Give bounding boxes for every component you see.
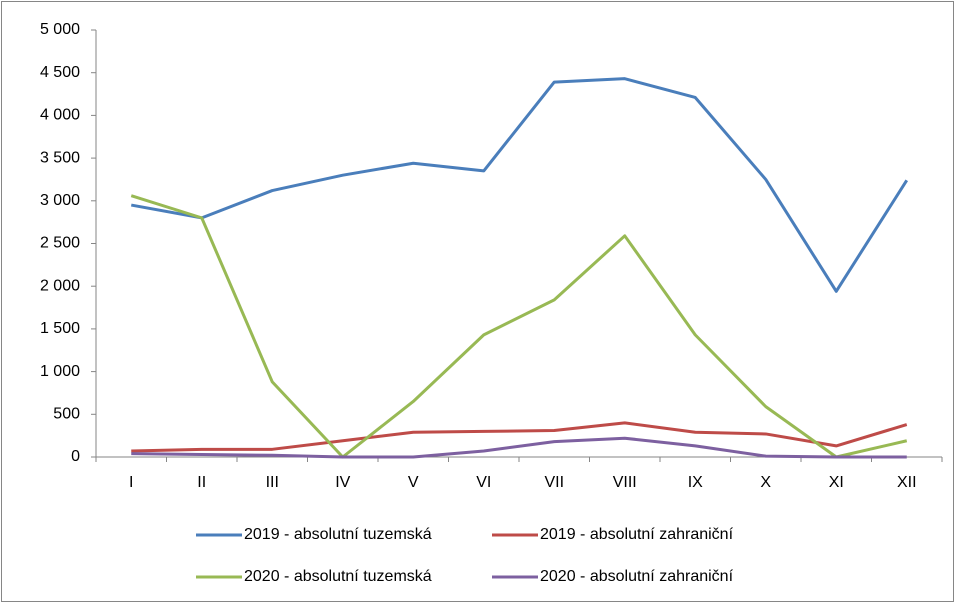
y-tick-label: 3 000 [40, 192, 80, 209]
y-tick-label: 0 [71, 448, 80, 465]
y-tick-label: 1 500 [40, 320, 80, 337]
y-tick-label: 4 500 [40, 64, 80, 81]
x-tick-label: I [129, 474, 133, 491]
legend-label: 2020 - absolutní zahraniční [540, 568, 734, 585]
x-tick-label: XI [829, 474, 844, 491]
legend-label: 2020 - absolutní tuzemská [244, 568, 432, 585]
y-tick-label: 5 000 [40, 21, 80, 38]
x-tick-label: XII [897, 474, 917, 491]
series-line [131, 421, 908, 453]
y-tick-label: 1 000 [40, 363, 80, 380]
y-tick-label: 3 500 [40, 149, 80, 166]
y-tick-label: 500 [53, 406, 80, 423]
series-line [130, 194, 908, 459]
x-tick-label: V [408, 474, 419, 491]
x-tick-label: VII [544, 474, 564, 491]
series-line [131, 436, 907, 459]
x-tick-label: X [760, 474, 771, 491]
x-tick-label: III [266, 474, 279, 491]
legend-label: 2019 - absolutní tuzemská [244, 526, 432, 543]
x-tick-label: IX [688, 474, 703, 491]
y-tick-label: 2 500 [40, 235, 80, 252]
series-line [130, 77, 909, 293]
y-tick-label: 2 000 [40, 277, 80, 294]
x-tick-label: IV [335, 474, 350, 491]
x-tick-label: VIII [613, 474, 637, 491]
x-tick-label: II [197, 474, 206, 491]
x-tick-label: VI [476, 474, 491, 491]
legend-label: 2019 - absolutní zahraniční [540, 526, 734, 543]
y-tick-label: 4 000 [40, 107, 80, 124]
